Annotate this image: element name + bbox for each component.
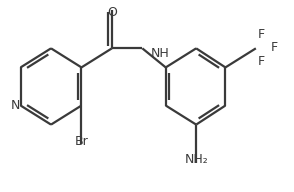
Text: NH: NH [151,47,169,60]
Text: F: F [270,41,278,54]
Text: Br: Br [75,135,88,148]
Text: F: F [258,28,265,41]
Text: O: O [107,6,117,19]
Text: N: N [11,99,21,112]
Text: NH₂: NH₂ [184,153,208,166]
Text: F: F [258,55,265,68]
